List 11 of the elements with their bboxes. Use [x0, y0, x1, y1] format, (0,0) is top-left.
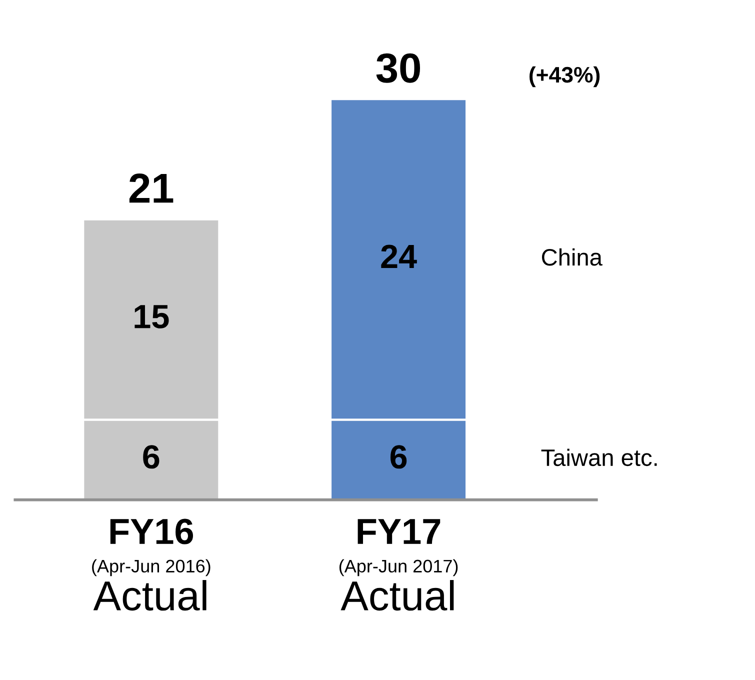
text: China [542, 248, 602, 266]
total-label: 30 [376, 53, 420, 83]
x-tick-label: FY17 (Apr-Jun 2017) Actual [339, 519, 458, 611]
data-label: 15 [134, 305, 169, 328]
total-label: 21 [129, 174, 174, 203]
text: (+43%) [530, 66, 600, 88]
data-label: 24 [381, 244, 417, 268]
x-tick-label: FY16 (Apr-Jun 2016) Actual [92, 518, 210, 611]
text: Taiwan etc. [541, 448, 657, 466]
data-label: 6 [143, 445, 160, 469]
data-label: 6 [390, 445, 407, 469]
